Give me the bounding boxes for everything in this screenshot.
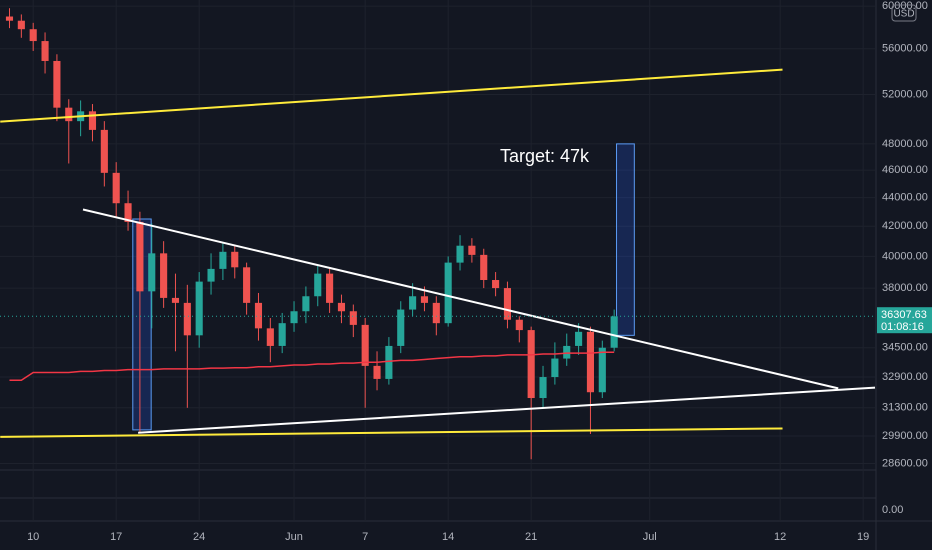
candle-body [610, 316, 618, 348]
x-tick-label: 14 [442, 531, 454, 543]
candle-body [278, 323, 286, 346]
y-tick-label: 31300.00 [882, 402, 928, 414]
candle-body [207, 268, 215, 282]
x-tick-label: 21 [525, 531, 537, 543]
candle-body [563, 345, 571, 359]
y-tick-label: 28600.00 [882, 457, 928, 469]
x-tick-label: 7 [362, 531, 368, 543]
candle-body [361, 324, 369, 366]
candle-body [575, 331, 583, 346]
candle-body [41, 41, 49, 61]
lower-pane-tick-label: 0.00 [882, 504, 903, 516]
y-tick-label: 40000.00 [882, 250, 928, 262]
candle-body [492, 280, 500, 289]
x-tick-label: 17 [110, 531, 122, 543]
candle-body [432, 302, 440, 324]
candle-body [420, 296, 429, 303]
candle-body [444, 262, 452, 324]
candle-body [148, 253, 156, 292]
last-price-box [877, 307, 932, 334]
candle-body [136, 221, 144, 292]
candle-body [29, 29, 37, 42]
y-tick-label: 38000.00 [882, 282, 928, 294]
candle-body [183, 302, 191, 336]
candle-body [219, 251, 227, 269]
candle-body [17, 20, 25, 30]
candle-body [539, 377, 547, 399]
candle-body [349, 311, 357, 325]
y-tick-label: 56000.00 [882, 43, 928, 55]
candle-body [373, 365, 381, 379]
currency-box [891, 4, 917, 22]
candle-body [409, 296, 417, 310]
x-tick-label: Jul [643, 531, 657, 543]
y-tick-label: 46000.00 [882, 164, 928, 176]
candle-body [515, 319, 523, 331]
candle-body [468, 245, 476, 255]
candle-body [326, 273, 334, 303]
y-tick-label: 44000.00 [882, 191, 928, 203]
y-tick-label: 34500.00 [882, 342, 928, 354]
candle-body [290, 311, 298, 324]
trend-line [0, 427, 783, 438]
candle-body [100, 129, 108, 173]
y-tick-label: 32900.00 [882, 371, 928, 383]
candle-body [160, 253, 168, 298]
countdown: 01:08:16 [881, 321, 924, 333]
trend-line [138, 386, 876, 434]
candle-body [527, 330, 535, 399]
candle-body [551, 358, 559, 378]
candle-body [598, 347, 606, 393]
candle-body [124, 203, 132, 222]
candle-body [314, 273, 322, 297]
candle-body [397, 309, 405, 346]
candle-body [195, 281, 203, 336]
y-tick-label: 42000.00 [882, 220, 928, 232]
y-tick-label: 48000.00 [882, 138, 928, 150]
candle-body [266, 328, 274, 346]
annotation: Target: 47k [500, 146, 590, 166]
y-tick-label: 29900.00 [882, 430, 928, 442]
moving-average [9, 351, 615, 381]
candle-body [302, 296, 310, 312]
trend-line [0, 68, 783, 123]
candle-body [243, 267, 251, 303]
candle-body [231, 251, 239, 268]
trend-line [82, 208, 839, 390]
target-box [616, 143, 635, 336]
candle-body [480, 254, 488, 281]
x-tick-label: 12 [774, 531, 786, 543]
x-tick-label: 19 [857, 531, 869, 543]
candle-body [5, 16, 14, 21]
candle-body [503, 288, 512, 320]
candle-body [88, 111, 97, 130]
y-tick-label: 52000.00 [882, 88, 928, 100]
candle-body [586, 331, 595, 393]
last-price-label: 36307.63 [881, 309, 927, 321]
x-tick-label: 24 [193, 531, 205, 543]
candle-body [53, 60, 61, 108]
candle-body [254, 302, 263, 329]
candle-body [337, 302, 346, 312]
x-tick-label: Jun [285, 531, 303, 543]
candle-body [65, 107, 73, 122]
candle-body [385, 345, 393, 379]
candle-body [171, 297, 180, 303]
currency[interactable]: USD [893, 9, 914, 20]
candle-body [456, 245, 464, 263]
x-tick-label: 10 [27, 531, 39, 543]
candle-body [112, 172, 120, 204]
